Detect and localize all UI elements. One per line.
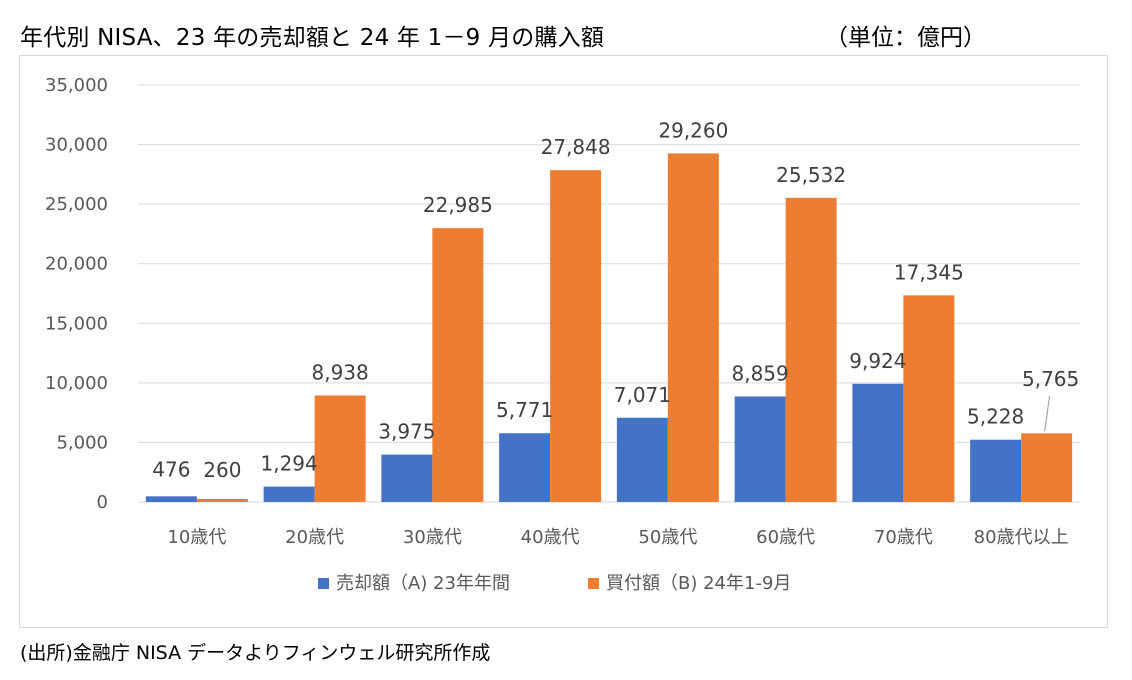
bar	[196, 498, 248, 502]
data-label: 5,765	[1022, 367, 1079, 391]
y-tick-label: 20,000	[45, 254, 108, 275]
x-tick-label: 70歳代	[874, 527, 933, 548]
data-label: 476	[152, 457, 190, 481]
legend-swatch	[588, 578, 599, 589]
bar	[734, 396, 786, 502]
y-tick-label: 30,000	[45, 135, 108, 156]
y-tick-label: 5,000	[56, 432, 108, 453]
x-tick-label: 30歳代	[403, 527, 462, 548]
data-label: 27,848	[541, 135, 611, 159]
bar	[432, 228, 484, 502]
bar	[616, 417, 668, 502]
legend-swatch	[318, 578, 329, 589]
data-label: 260	[203, 458, 241, 482]
y-tick-label: 35,000	[45, 75, 108, 96]
bar	[499, 433, 551, 502]
data-label: 17,345	[894, 260, 964, 284]
bar	[145, 496, 197, 502]
data-label: 22,985	[423, 193, 493, 217]
data-label: 5,771	[496, 398, 553, 422]
bar	[1021, 433, 1073, 502]
data-label: 7,071	[614, 383, 671, 407]
bar	[550, 170, 602, 502]
bar	[785, 197, 837, 503]
chart-title: 年代別 NISA、23 年の売却額と 24 年 1－9 月の購入額	[20, 25, 605, 51]
x-tick-label: 50歳代	[638, 527, 697, 548]
data-label: 9,924	[849, 349, 906, 373]
leader-line	[1044, 395, 1051, 432]
y-tick-label: 25,000	[45, 194, 108, 215]
x-tick-label: 40歳代	[521, 527, 580, 548]
bar	[970, 439, 1022, 502]
y-tick-label: 15,000	[45, 313, 108, 334]
x-tick-label: 10歳代	[167, 527, 226, 548]
bar	[667, 153, 719, 502]
x-tick-label: 20歳代	[285, 527, 344, 548]
bar	[903, 295, 955, 502]
bar	[263, 486, 315, 502]
legend-label: 買付額（B) 24年1-9月	[606, 573, 791, 594]
bar	[852, 383, 904, 502]
data-label: 1,294	[260, 452, 317, 476]
x-tick-label: 80歳代以上	[974, 527, 1069, 548]
bar-chart: 0 5,000 10,000 15,000 20,000 25,000 30,000 35,0…	[45, 75, 1080, 594]
data-label: 25,532	[776, 163, 846, 187]
data-label: 5,228	[967, 405, 1024, 429]
x-tick-label: 60歳代	[756, 527, 815, 548]
data-label: 8,859	[731, 361, 788, 385]
legend-label: 売却額（A) 23年年間	[336, 573, 510, 594]
y-tick-label: 10,000	[45, 373, 108, 394]
chart-frame	[19, 55, 1108, 628]
unit-label: （単位：億円）	[825, 25, 986, 51]
bar	[314, 395, 366, 502]
data-label: 3,975	[378, 420, 435, 444]
source-note: (出所)金融庁 NISA データよりフィンウェル研究所作成	[20, 642, 491, 664]
y-tick-label: 0	[97, 492, 108, 513]
data-label: 29,260	[658, 118, 728, 142]
bar	[381, 454, 433, 502]
data-label: 8,938	[311, 361, 368, 385]
